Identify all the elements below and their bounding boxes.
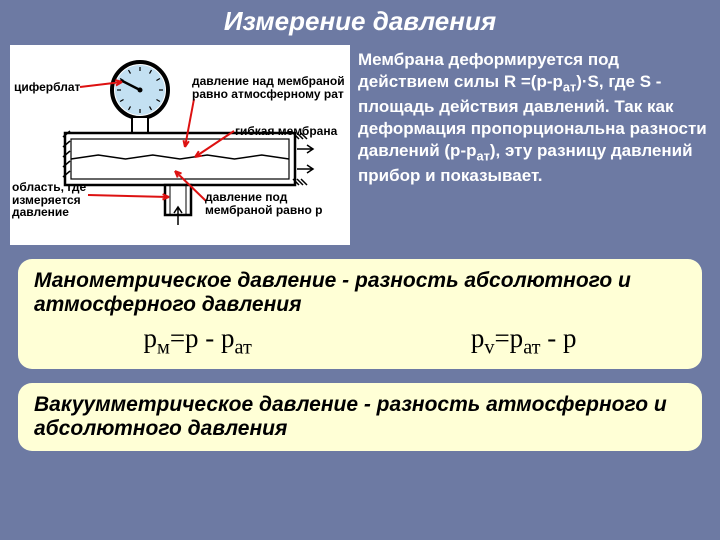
description-text: Мембрана деформируется под действием сил… <box>358 45 710 245</box>
manometer-diagram: циферблат давление над мембраной равно а… <box>10 45 350 245</box>
f-part: =p - p <box>170 323 235 353</box>
f-part: р <box>143 323 157 353</box>
label-above-membrane: давление над мембраной равно атмосферном… <box>192 75 348 100</box>
label-below-membrane: давление под мембраной равно р <box>205 191 350 216</box>
f-part: р <box>471 323 485 353</box>
card-text: Манометрическое давление - разность абсо… <box>34 269 686 317</box>
open-arrows <box>297 145 313 173</box>
formula-vacuum: рv=pат - p <box>471 323 577 359</box>
label-dial: циферблат <box>14 81 80 94</box>
page-title: Измерение давления <box>0 0 720 45</box>
f-sub: м <box>157 336 170 358</box>
manometric-card: Манометрическое давление - разность абсо… <box>18 259 702 369</box>
slide-content: Измерение давления <box>0 0 720 540</box>
formula-row: рм=p - pат рv=pат - p <box>34 323 686 359</box>
vacuum-card: Вакуумметрическое давление - разность ат… <box>18 383 702 451</box>
desc-sub: ат <box>563 79 576 94</box>
label-line: давление <box>12 205 69 219</box>
formula-manometric: рм=p - pат <box>143 323 251 359</box>
f-sub: ат <box>523 336 540 358</box>
f-sub: v <box>484 336 494 358</box>
label-flex-membrane: гибкая мембрана <box>235 125 350 138</box>
f-sub: ат <box>235 336 252 358</box>
dial-pivot <box>138 88 143 93</box>
f-part: - p <box>541 323 577 353</box>
f-part: =p <box>494 323 523 353</box>
card-text: Вакуумметрическое давление - разность ат… <box>34 393 686 441</box>
label-measure-region: область, где измеряется давление <box>12 181 86 219</box>
desc-sub: ат <box>477 149 490 164</box>
top-row: циферблат давление над мембраной равно а… <box>0 45 720 245</box>
